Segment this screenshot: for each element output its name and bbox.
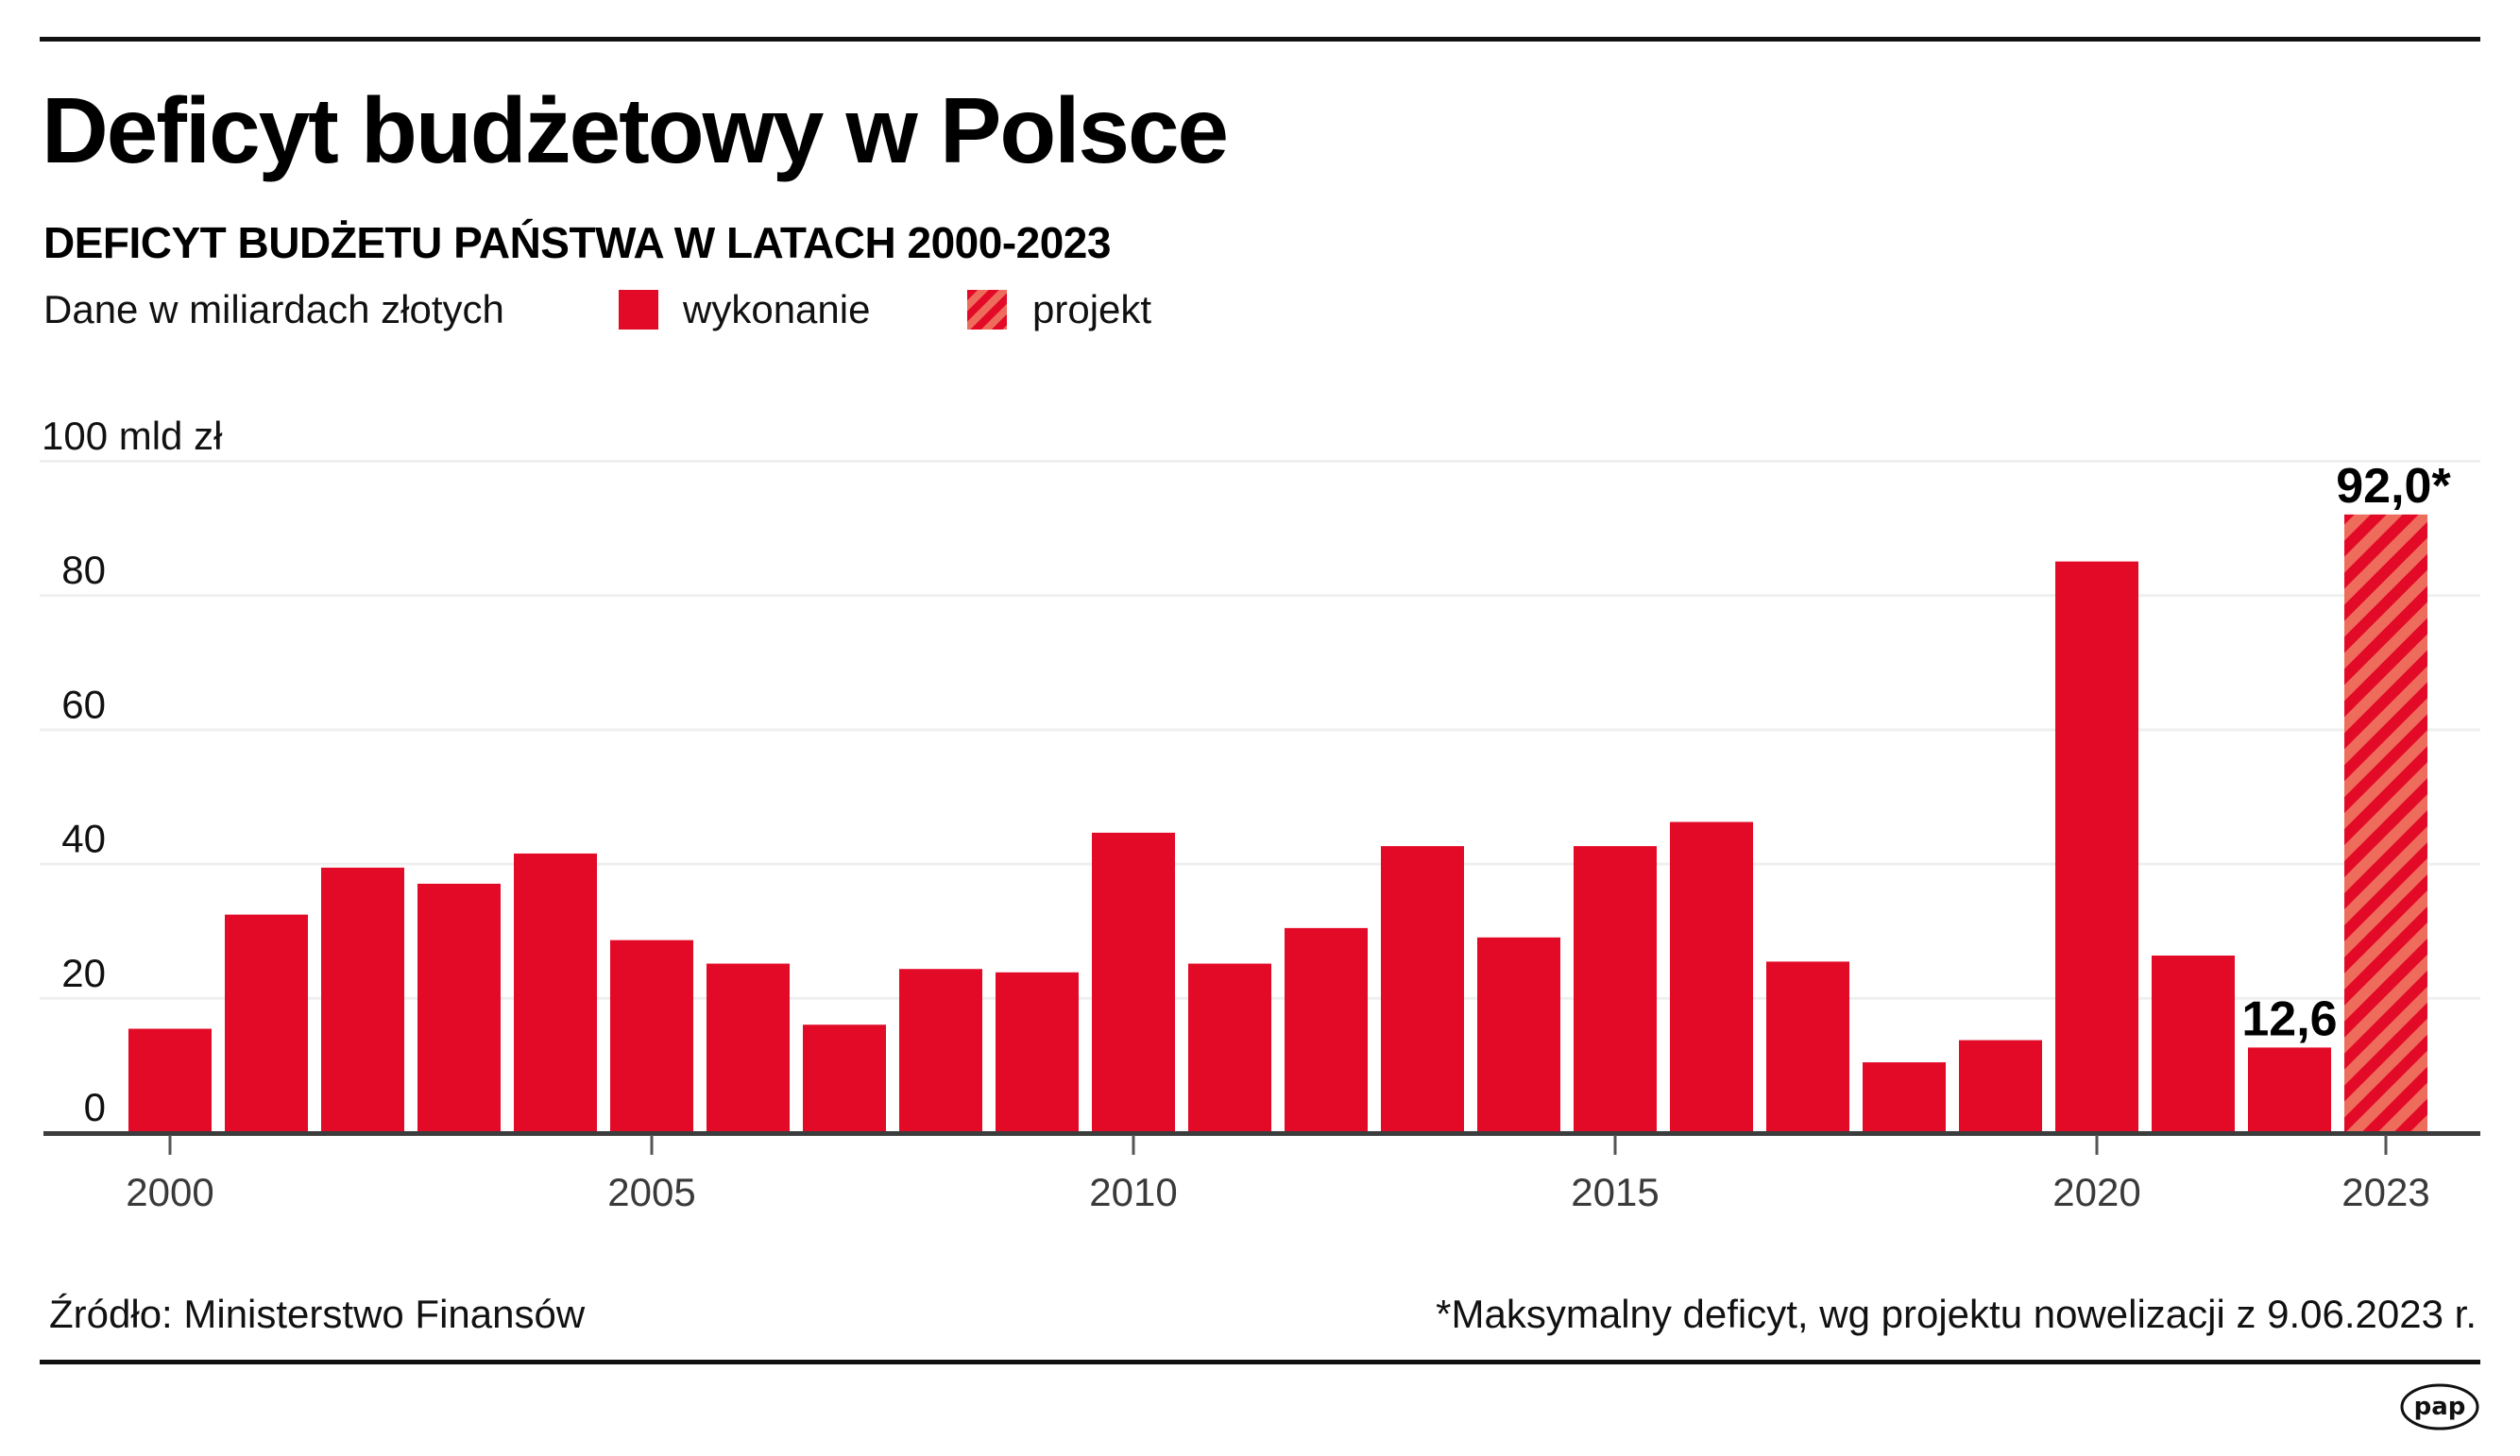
bar-2018 — [1863, 1062, 1946, 1132]
bar-2022 — [2248, 1047, 2331, 1132]
bar-2009 — [996, 972, 1079, 1132]
legend: Dane w miliardach złotych wykonanie proj… — [43, 283, 1366, 336]
bars — [128, 514, 2427, 1132]
y-tick-label-60: 60 — [61, 682, 106, 726]
x-tick-2020 — [2095, 1135, 2099, 1155]
data-label-2022: 12,6 — [2241, 991, 2337, 1046]
bar-2012 — [1285, 927, 1368, 1132]
gridline-40 — [40, 862, 2480, 866]
legend-swatch-projekt — [967, 290, 1007, 330]
bar-2005 — [610, 940, 693, 1132]
logo-ellipse — [2400, 1383, 2479, 1431]
data-label-2023: 92,0* — [2336, 459, 2451, 514]
unit-note: Dane w miliardach złotych — [43, 287, 504, 331]
x-axis-labels: 2000 2005 2010 2015 2020 2023 — [126, 1170, 2429, 1214]
x-tick-2010 — [1132, 1135, 1135, 1155]
bar-2000 — [128, 1028, 212, 1132]
bar-2002 — [321, 867, 404, 1132]
x-axis — [43, 1131, 2480, 1155]
x-axis-line — [43, 1131, 2480, 1136]
gridline-60 — [40, 728, 2480, 732]
bar-2014 — [1477, 937, 1560, 1132]
bar-2011 — [1188, 963, 1271, 1132]
legend-label-wykonanie: wykonanie — [683, 287, 871, 331]
x-tick-2023 — [2384, 1135, 2388, 1155]
x-tick-2005 — [650, 1135, 654, 1155]
bar-2021 — [2152, 956, 2235, 1132]
bar-2013 — [1381, 846, 1464, 1132]
bar-2007 — [803, 1024, 886, 1132]
chart-subtitle: DEFICYT BUDŻETU PAŃSTWA W LATACH 2000-20… — [43, 218, 1111, 267]
bar-2010 — [1092, 832, 1175, 1132]
bar-2016 — [1670, 821, 1753, 1132]
y-tick-label-20: 20 — [61, 951, 106, 995]
bar-2006 — [707, 963, 790, 1132]
gridline-80 — [40, 594, 2480, 598]
pap-logo: pap — [2400, 1383, 2479, 1431]
top-rule — [40, 37, 2480, 42]
gridline-100 — [40, 460, 2480, 463]
logo-text: pap — [2414, 1393, 2466, 1421]
bar-2017 — [1766, 961, 1849, 1132]
bar-2023-projekt — [2344, 514, 2427, 1132]
footnote: *Maksymalny deficyt, wg projektu noweliz… — [1436, 1292, 2477, 1336]
page-title: Deficyt budżetowy w Polsce — [42, 78, 1229, 182]
x-tick-label-2000: 2000 — [126, 1170, 213, 1214]
x-tick-2015 — [1613, 1135, 1617, 1155]
bar-2003 — [417, 883, 501, 1132]
x-tick-label-2015: 2015 — [1571, 1170, 1659, 1214]
y-tick-label-40: 40 — [61, 817, 106, 861]
legend-swatch-wykonanie — [619, 290, 658, 330]
x-tick-label-2010: 2010 — [1089, 1170, 1177, 1214]
bar-2020 — [2055, 561, 2138, 1132]
data-labels: 12,6 92,0* — [2241, 459, 2451, 1047]
bar-2001 — [225, 914, 308, 1132]
y-tick-label-100: 100 mld zł — [42, 414, 223, 458]
bottom-rule — [40, 1360, 2480, 1364]
y-axis-labels: 0 20 40 60 80 100 mld zł — [42, 414, 223, 1129]
legend-label-projekt: projekt — [1032, 287, 1152, 331]
bar-2004 — [514, 853, 597, 1132]
bar-2015 — [1574, 846, 1657, 1132]
x-tick-label-2005: 2005 — [607, 1170, 695, 1214]
x-tick-label-2023: 2023 — [2341, 1170, 2429, 1214]
bar-2008 — [899, 969, 982, 1132]
y-tick-label-80: 80 — [61, 548, 106, 592]
x-tick-2000 — [168, 1135, 172, 1155]
bar-2019 — [1959, 1040, 2042, 1132]
x-tick-label-2020: 2020 — [2052, 1170, 2140, 1214]
source-note: Źródło: Ministerstwo Finansów — [49, 1292, 586, 1336]
y-tick-label-0: 0 — [84, 1085, 106, 1129]
